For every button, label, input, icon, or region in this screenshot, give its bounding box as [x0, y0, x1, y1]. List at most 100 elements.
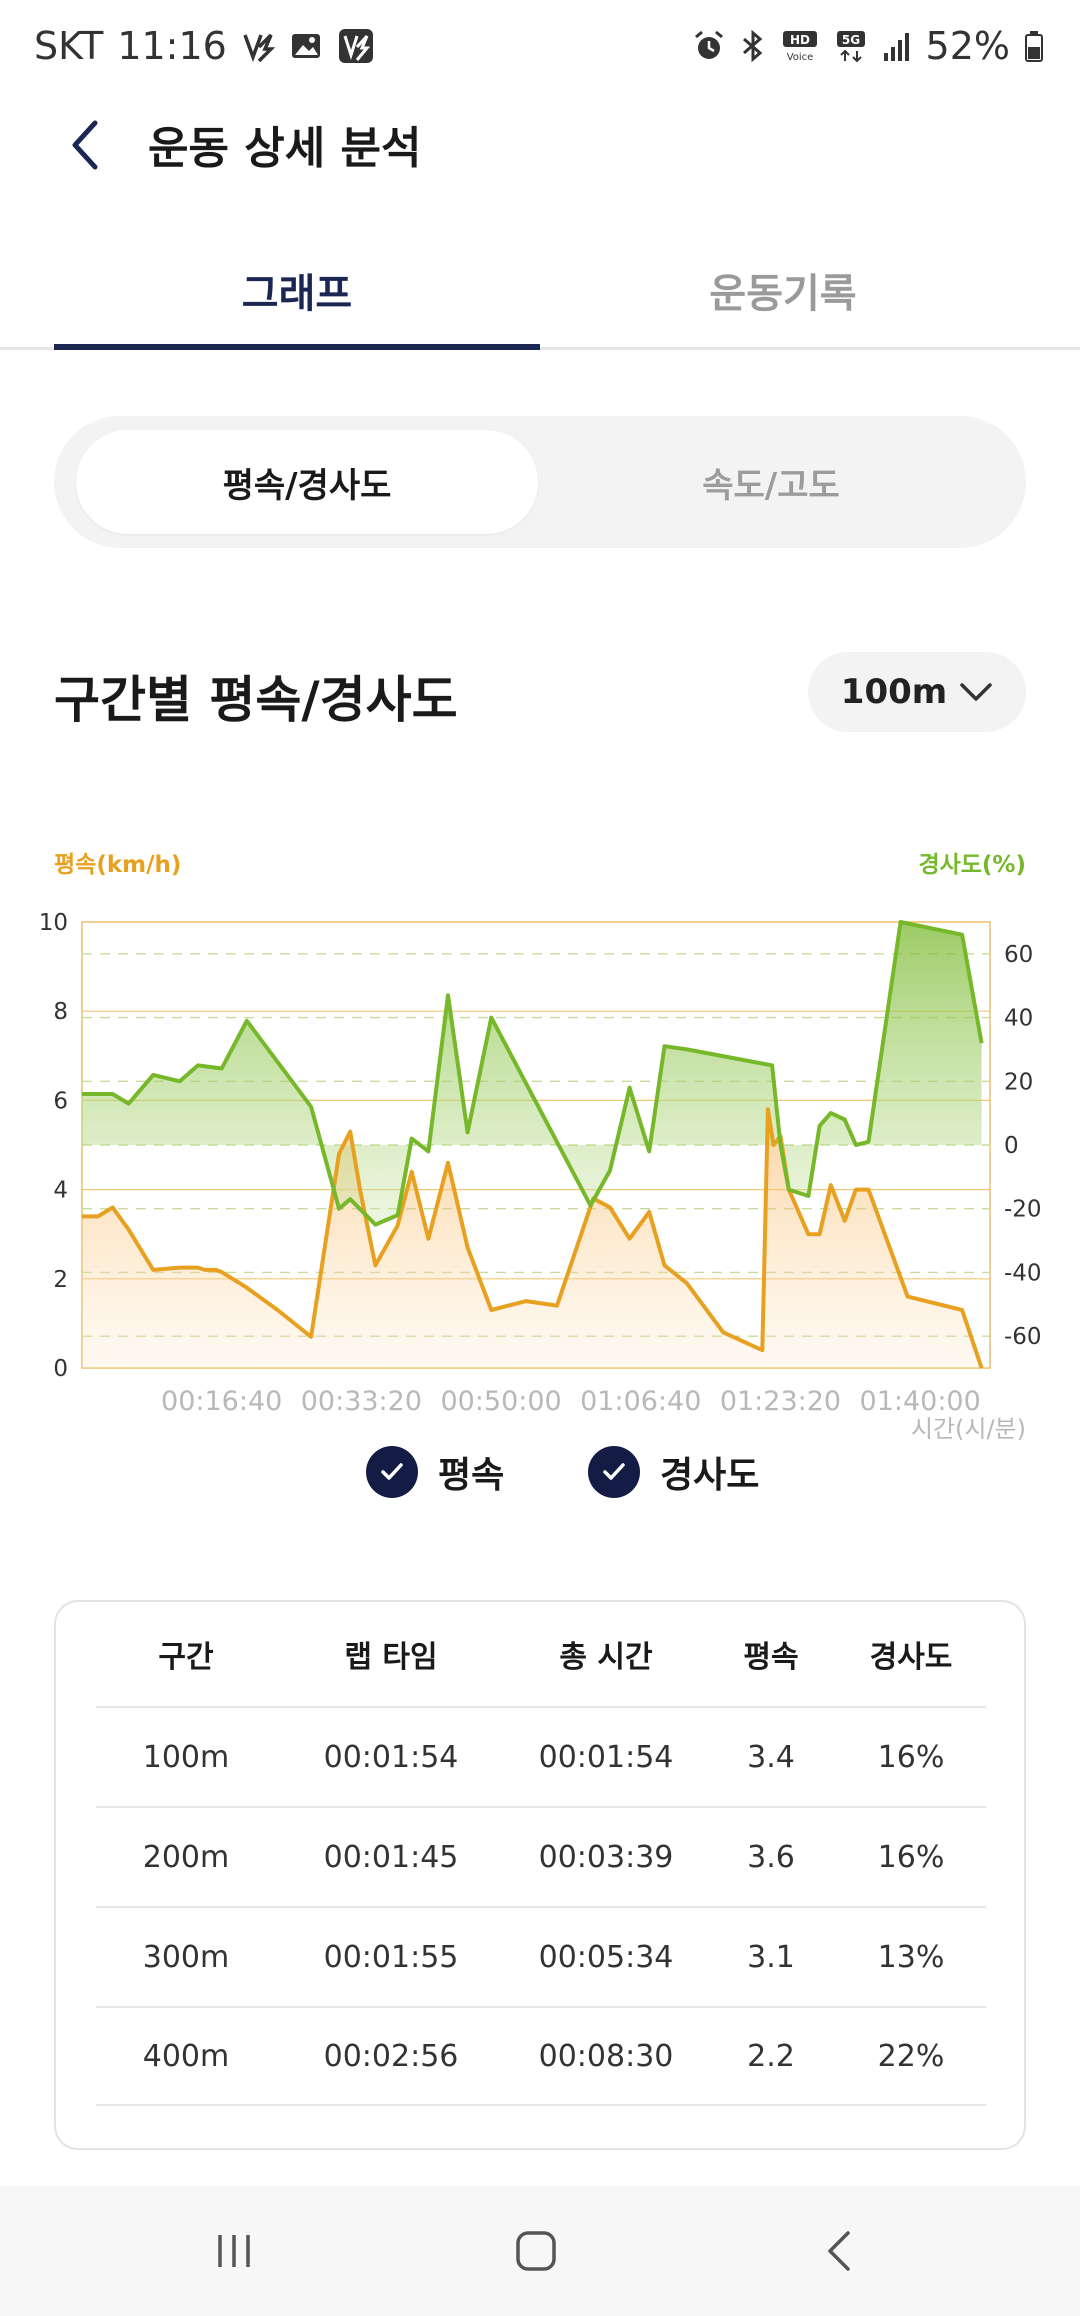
cell-avg-speed: 3.6: [747, 1839, 795, 1875]
table-row: 300m 00:01:55 00:05:34 3.1 13%: [96, 1906, 986, 2006]
segment-speed-altitude[interactable]: 속도/고도: [702, 465, 840, 506]
back-button[interactable]: [50, 110, 120, 180]
tab-graph[interactable]: 그래프: [241, 271, 353, 317]
page-title: 운동 상세 분석: [148, 123, 422, 174]
header-slope: 경사도: [869, 1640, 953, 1675]
legend-slope-label: 경사도: [660, 1455, 760, 1496]
header-lap-time: 랩 타임: [344, 1640, 438, 1675]
speed-slope-chart: 평속(km/h) 경사도(%) 10 8 6 4 2 0 60 40 20 0 -20 -40 -60 0…: [0, 840, 1080, 1460]
right-tick-label: -20: [1004, 1197, 1042, 1223]
right-tick-label: -60: [1004, 1324, 1042, 1350]
cell-section: 200m: [142, 1839, 230, 1875]
left-tick-label: 4: [53, 1178, 68, 1204]
chart-legend: 평속 경사도: [0, 1446, 1080, 1506]
x-tick-label: 00:50:00: [440, 1386, 561, 1417]
tab-exercise-record[interactable]: 운동기록: [709, 271, 857, 317]
table-row: 100m 00:01:54 00:01:54 3.4 16%: [96, 1706, 986, 1806]
battery-percent: 52%: [925, 24, 1010, 68]
cell-avg-speed: 3.1: [747, 1939, 795, 1975]
home-button[interactable]: [486, 2206, 586, 2296]
speed-line: [82, 1107, 984, 1369]
5g-icon: 5G: [834, 29, 868, 63]
check-icon: [588, 1446, 640, 1498]
notification-app-icon-2: [337, 27, 375, 65]
right-tick-label: -40: [1004, 1260, 1042, 1286]
right-tick-label: 0: [1004, 1133, 1019, 1159]
legend-speed-label: 평속: [438, 1455, 505, 1496]
signal-icon: [882, 29, 912, 63]
header-section: 구간: [158, 1640, 214, 1675]
cell-lap-time: 00:02:56: [323, 2038, 459, 2074]
cell-avg-speed: 3.4: [747, 1739, 795, 1775]
cell-lap-time: 00:01:45: [323, 1839, 459, 1875]
x-tick-label: 01:40:00: [860, 1386, 981, 1417]
right-axis-label: 경사도(%): [918, 852, 1026, 878]
home-icon: [516, 2231, 556, 2271]
x-axis-label: 시간(시/분): [911, 1415, 1026, 1443]
interval-value: 100m: [840, 672, 948, 712]
legend-slope[interactable]: 경사도: [588, 1446, 759, 1498]
cell-lap-time: 00:01:55: [323, 1939, 459, 1975]
right-tick-label: 40: [1004, 1006, 1033, 1032]
x-tick-label: 00:33:20: [301, 1386, 422, 1417]
cell-section: 300m: [142, 1939, 230, 1975]
left-axis-label: 평속(km/h): [54, 852, 181, 878]
notification-app-icon: [241, 29, 275, 63]
chevron-left-icon: [72, 120, 98, 170]
x-tick-label: 00:16:40: [161, 1386, 282, 1417]
back-icon: [828, 2231, 850, 2271]
left-tick-label: 8: [53, 999, 68, 1025]
clock: 11:16: [117, 24, 227, 68]
status-right: HD Voice 5G 52%: [692, 24, 1044, 68]
cell-slope: 16%: [877, 1739, 945, 1775]
cell-avg-speed: 2.2: [747, 2038, 795, 2074]
cell-total-time: 00:01:54: [538, 1739, 674, 1775]
svg-text:Voice: Voice: [786, 52, 813, 63]
cell-slope: 22%: [877, 2038, 945, 2074]
segment-speed-slope[interactable]: 평속/경사도: [76, 430, 538, 534]
legend-speed[interactable]: 평속: [366, 1446, 504, 1498]
hd-voice-icon: HD Voice: [780, 29, 820, 63]
system-nav-bar: [0, 2186, 1080, 2316]
cell-total-time: 00:03:39: [538, 1839, 674, 1875]
tab-bar: 그래프 운동기록: [0, 230, 1080, 350]
gallery-icon: [289, 29, 323, 63]
cell-section: 400m: [142, 2038, 230, 2074]
status-left: SKT 11:16: [34, 24, 375, 68]
right-tick-label: 20: [1004, 1069, 1033, 1095]
check-icon: [366, 1446, 418, 1498]
interval-dropdown[interactable]: 100m: [808, 652, 1026, 732]
cell-total-time: 00:05:34: [538, 1939, 674, 1975]
cell-section: 100m: [142, 1739, 230, 1775]
carrier: SKT: [34, 24, 104, 68]
segment-table: 구간 랩 타임 총 시간 평속 경사도 100m 00:01:54 00:01:…: [54, 1600, 1026, 2150]
status-bar: SKT 11:16 HD Voice 5G 52%: [0, 0, 1080, 100]
active-tab-indicator: [54, 344, 540, 350]
left-tick-label: 10: [39, 910, 68, 936]
header-avg-speed: 평속: [743, 1640, 799, 1675]
segment-control: 평속/경사도 속도/고도: [54, 416, 1026, 548]
right-tick-label: 60: [1004, 942, 1033, 968]
svg-text:5G: 5G: [841, 33, 859, 47]
cell-slope: 13%: [877, 1939, 945, 1975]
system-back-button[interactable]: [790, 2206, 890, 2296]
chart-svg: 평속(km/h) 경사도(%) 10864206040200-20-40-600…: [39, 852, 1042, 1443]
recent-apps-icon: [218, 2235, 250, 2267]
recent-apps-button[interactable]: [184, 2206, 284, 2296]
left-tick-label: 0: [53, 1356, 68, 1382]
cell-total-time: 00:08:30: [538, 2038, 674, 2074]
speed-area: [82, 1109, 982, 1368]
slope-line: [82, 920, 984, 1227]
table-row: 400m 00:02:56 00:08:30 2.2 22%: [96, 2006, 986, 2106]
cell-slope: 16%: [877, 1839, 945, 1875]
left-tick-label: 6: [53, 1088, 68, 1114]
slope-area: [82, 922, 982, 1225]
header-total-time: 총 시간: [559, 1640, 653, 1675]
battery-icon: [1024, 29, 1044, 63]
alarm-icon: [692, 29, 726, 63]
x-tick-label: 01:23:20: [720, 1386, 841, 1417]
app-header: 운동 상세 분석: [0, 100, 1080, 220]
table-row: 200m 00:01:45 00:03:39 3.6 16%: [96, 1806, 986, 1906]
table-header: 구간 랩 타임 총 시간 평속 경사도: [96, 1602, 986, 1706]
bluetooth-icon: [740, 29, 766, 63]
